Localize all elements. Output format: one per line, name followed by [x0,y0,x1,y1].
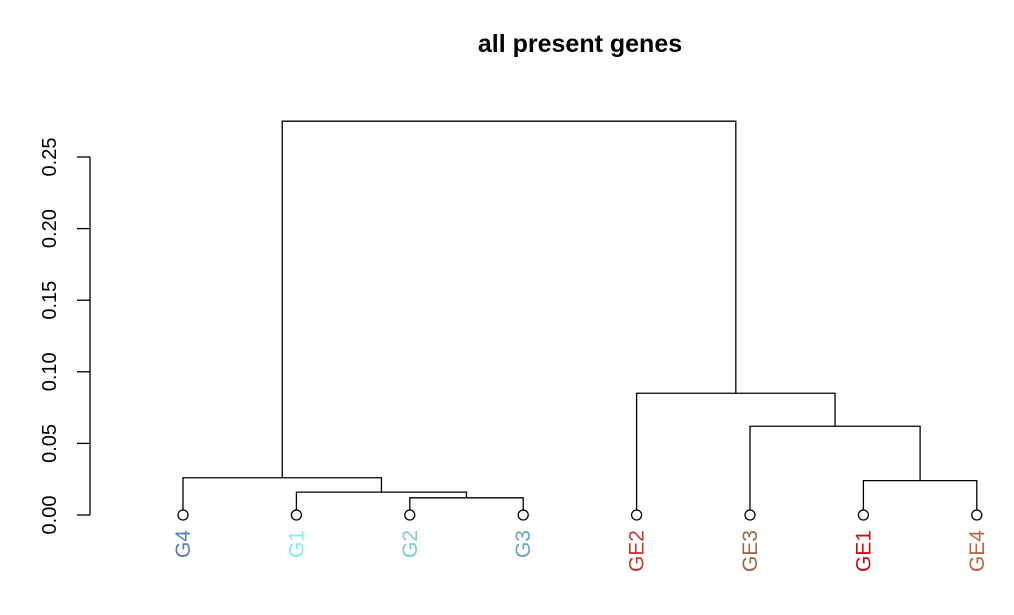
leaf-label: GE2 [626,530,649,572]
dendrogram-branch [862,479,978,515]
leaf-point [744,509,756,521]
dendrogram-branch [749,425,921,515]
dendrogram-branch [409,497,524,515]
leaf-label: G2 [399,530,422,558]
leaf-point [290,509,303,521]
leaf-label: G1 [285,530,308,558]
y-tick-label: 0.05 [39,424,61,463]
y-tick-label: 0.00 [39,496,61,535]
chart-title: all present genes [478,30,682,58]
leaf-point [630,509,643,521]
leaf-label: GE1 [852,530,875,572]
y-tick-label: 0.10 [39,352,61,391]
leaf-point [177,509,189,521]
dendrogram-branch [281,120,737,478]
y-tick-label: 0.15 [39,281,61,320]
leaf-point [517,509,529,521]
leaf-label: G3 [512,530,535,558]
y-tick-label: 0.20 [39,209,61,248]
leaf-point [404,509,416,521]
dendrogram-branch [635,392,836,515]
dendrogram-branch [295,491,468,515]
leaf-label: GE4 [966,530,989,572]
leaf-point [857,509,870,521]
dendrogram-branch [182,477,383,515]
dendrogram-leaves: G4 G1 G2 G3 GE2 GE3 GE1 GE4 [172,509,989,572]
leaf-label: G4 [172,530,195,558]
y-axis: 0.00 0.05 0.10 0.15 0.20 0.25 [39,138,91,535]
leaf-label: GE3 [739,530,762,572]
leaf-point [971,509,983,521]
dendrogram-branches [182,120,978,515]
y-tick-label: 0.25 [39,138,61,177]
